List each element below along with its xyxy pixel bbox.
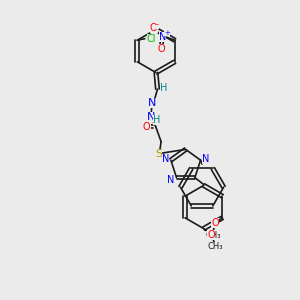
Text: N: N bbox=[162, 154, 169, 164]
Text: O: O bbox=[211, 218, 219, 228]
Text: O: O bbox=[207, 230, 215, 240]
Text: N: N bbox=[159, 32, 166, 42]
Text: CH₃: CH₃ bbox=[206, 231, 221, 240]
Text: N: N bbox=[167, 175, 175, 185]
Text: -: - bbox=[156, 20, 159, 29]
Text: S: S bbox=[155, 148, 162, 159]
Text: N: N bbox=[202, 154, 210, 164]
Text: H: H bbox=[153, 115, 160, 125]
Text: H: H bbox=[160, 82, 168, 93]
Text: Cl: Cl bbox=[147, 34, 156, 44]
Text: N: N bbox=[148, 98, 156, 108]
Text: N: N bbox=[146, 112, 155, 122]
Text: O: O bbox=[143, 122, 151, 132]
Text: CH₃: CH₃ bbox=[207, 242, 223, 251]
Text: O: O bbox=[150, 23, 158, 33]
Text: O: O bbox=[158, 44, 165, 54]
Text: +: + bbox=[164, 30, 170, 36]
